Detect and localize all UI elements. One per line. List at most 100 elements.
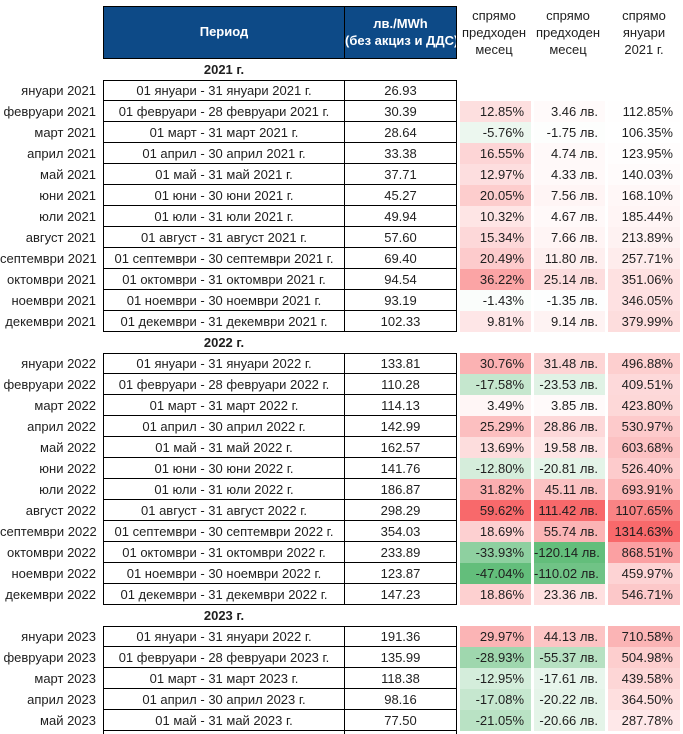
pct-vs-jan2021-cell[interactable]: 526.40% — [605, 458, 683, 479]
pct-vs-jan2021-cell[interactable]: 409.51% — [605, 374, 683, 395]
row-label-cell[interactable]: януари 2021 — [21, 83, 96, 98]
pct-vs-jan2021-cell[interactable]: 123.95% — [605, 143, 683, 164]
row-label-cell[interactable]: септември 2021 — [0, 251, 97, 266]
lv-vs-prev-month-cell[interactable]: -55.37 лв. — [531, 647, 605, 668]
row-label-cell[interactable]: юли 2022 — [39, 482, 96, 497]
period-cell[interactable]: 01 май - 31 май 2022 г. — [103, 437, 345, 458]
header-vs-prev-month-pct-cell[interactable]: спрямо предходен месец — [457, 6, 531, 59]
row-label-cell[interactable]: септември 2022 — [0, 524, 97, 539]
price-value-cell[interactable]: 49.94 — [345, 206, 457, 227]
row-label-cell[interactable]: януари 2023 — [21, 629, 96, 644]
period-cell[interactable]: 01 август - 31 август 2022 г. — [103, 500, 345, 521]
pct-vs-prev-month-cell[interactable]: -33.93% — [457, 542, 531, 563]
lv-vs-prev-month-cell[interactable]: -1.35 лв. — [531, 290, 605, 311]
row-label-cell[interactable]: януари 2022 — [21, 356, 96, 371]
row-label-cell[interactable]: април 2023 — [27, 692, 96, 707]
pct-vs-jan2021-cell[interactable]: 185.44% — [605, 206, 683, 227]
pct-vs-jan2021-cell[interactable]: 603.68% — [605, 437, 683, 458]
lv-vs-prev-month-cell[interactable]: 19.58 лв. — [531, 437, 605, 458]
pct-vs-jan2021-cell[interactable]: 379.99% — [605, 311, 683, 332]
price-value-cell[interactable]: 28.64 — [345, 122, 457, 143]
pct-vs-jan2021-cell[interactable]: 106.35% — [605, 122, 683, 143]
pct-vs-prev-month-cell[interactable]: 10.32% — [457, 206, 531, 227]
period-cell[interactable]: 01 декември - 31 декември 2021 г. — [103, 311, 345, 332]
pct-vs-prev-month-cell[interactable]: 29.97% — [457, 626, 531, 647]
period-cell[interactable]: 01 декември - 31 декември 2022 г. — [103, 584, 345, 605]
header-period-cell[interactable]: Период — [103, 6, 345, 59]
pct-vs-prev-month-cell[interactable]: -5.76% — [457, 122, 531, 143]
period-cell[interactable]: 01 юли - 31 юли 2021 г. — [103, 206, 345, 227]
period-cell[interactable]: 01 май - 31 май 2023 г. — [103, 710, 345, 731]
price-value-cell[interactable]: 118.38 — [345, 668, 457, 689]
period-cell[interactable]: 01 август - 31 август 2021 г. — [103, 227, 345, 248]
lv-vs-prev-month-cell[interactable]: 9.14 лв. — [531, 311, 605, 332]
year-label[interactable]: 2023 г. — [203, 608, 245, 623]
pct-vs-prev-month-cell[interactable]: 59.62% — [457, 500, 531, 521]
lv-vs-prev-month-cell[interactable]: 55.74 лв. — [531, 521, 605, 542]
price-value-cell[interactable]: 45.27 — [345, 185, 457, 206]
pct-vs-jan2021-cell[interactable]: 693.91% — [605, 479, 683, 500]
pct-vs-prev-month-cell[interactable]: 25.29% — [457, 416, 531, 437]
lv-vs-prev-month-cell[interactable]: 3.85 лв. — [531, 395, 605, 416]
row-label-cell[interactable]: ноември 2021 — [11, 293, 96, 308]
price-value-cell[interactable]: 37.71 — [345, 164, 457, 185]
pct-vs-prev-month-cell[interactable]: -17.58% — [457, 374, 531, 395]
period-cell[interactable]: 01 февруари - 28 февруари 2023 г. — [103, 647, 345, 668]
pct-vs-jan2021-cell[interactable]: 423.80% — [605, 395, 683, 416]
lv-vs-prev-month-cell[interactable]: -110.02 лв. — [531, 563, 605, 584]
row-label-cell[interactable]: ноември 2022 — [11, 566, 96, 581]
pct-vs-prev-month-cell[interactable]: 12.97% — [457, 164, 531, 185]
pct-vs-prev-month-cell[interactable]: 31.82% — [457, 479, 531, 500]
pct-vs-prev-month-cell[interactable]: 9.81% — [457, 311, 531, 332]
period-cell[interactable]: 01 ноември - 30 ноември 2022 г. — [103, 563, 345, 584]
pct-vs-jan2021-cell[interactable]: 868.51% — [605, 542, 683, 563]
price-value-cell[interactable]: 57.60 — [345, 227, 457, 248]
lv-vs-prev-month-cell[interactable]: -120.14 лв. — [531, 542, 605, 563]
period-cell[interactable]: 01 май - 31 май 2021 г. — [103, 164, 345, 185]
period-cell[interactable]: 01 януари - 31 януари 2022 г. — [103, 353, 345, 374]
price-value-cell[interactable]: 191.36 — [345, 626, 457, 647]
row-label-cell[interactable]: май 2021 — [40, 167, 96, 182]
row-label-cell[interactable]: юни 2021 — [39, 188, 96, 203]
lv-vs-prev-month-cell[interactable]: -20.22 лв. — [531, 689, 605, 710]
pct-vs-prev-month-cell[interactable]: 12.85% — [457, 101, 531, 122]
row-label-cell[interactable]: февруари 2022 — [3, 377, 96, 392]
pct-vs-prev-month-cell[interactable]: -12.95% — [457, 668, 531, 689]
price-value-cell[interactable]: 114.13 — [345, 395, 457, 416]
pct-vs-jan2021-cell[interactable]: 439.58% — [605, 668, 683, 689]
price-value-cell[interactable]: 30.39 — [345, 101, 457, 122]
row-label-cell[interactable]: декември 2021 — [5, 314, 96, 329]
lv-vs-prev-month-cell[interactable]: -17.61 лв. — [531, 668, 605, 689]
price-value-cell[interactable]: 102.33 — [345, 311, 457, 332]
pct-vs-prev-month-cell[interactable]: 3.49% — [457, 395, 531, 416]
lv-vs-prev-month-cell[interactable]: 28.86 лв. — [531, 416, 605, 437]
period-cell[interactable]: 01 октомври - 31 октомври 2022 г. — [103, 542, 345, 563]
row-label-cell[interactable]: октомври 2022 — [7, 545, 96, 560]
pct-vs-jan2021-cell[interactable]: 1314.63% — [605, 521, 683, 542]
row-label-cell[interactable]: юли 2021 — [39, 209, 96, 224]
lv-vs-prev-month-cell[interactable]: 4.67 лв. — [531, 206, 605, 227]
pct-vs-jan2021-cell[interactable]: 710.58% — [605, 626, 683, 647]
row-label-cell[interactable]: юни 2022 — [39, 461, 96, 476]
lv-vs-prev-month-cell[interactable]: -23.53 лв. — [531, 374, 605, 395]
pct-vs-jan2021-cell[interactable]: 168.10% — [605, 185, 683, 206]
pct-vs-prev-month-cell[interactable]: 18.69% — [457, 521, 531, 542]
pct-vs-jan2021-cell[interactable]: 1107.65% — [605, 500, 683, 521]
price-value-cell[interactable]: 354.03 — [345, 521, 457, 542]
period-cell[interactable] — [103, 731, 345, 734]
period-cell[interactable]: 01 септември - 30 септември 2022 г. — [103, 521, 345, 542]
row-label-cell[interactable]: октомври 2021 — [7, 272, 96, 287]
pct-vs-prev-month-cell[interactable]: -47.04% — [457, 563, 531, 584]
pct-vs-prev-month-cell[interactable] — [457, 80, 531, 101]
period-cell[interactable]: 01 ноември - 30 ноември 2021 г. — [103, 290, 345, 311]
row-label-cell[interactable]: август 2022 — [25, 503, 96, 518]
pct-vs-jan2021-cell[interactable]: 496.88% — [605, 353, 683, 374]
pct-vs-prev-month-cell[interactable]: 13.69% — [457, 437, 531, 458]
lv-vs-prev-month-cell[interactable]: 25.14 лв. — [531, 269, 605, 290]
period-cell[interactable]: 01 април - 30 април 2022 г. — [103, 416, 345, 437]
price-value-cell[interactable]: 135.99 — [345, 647, 457, 668]
lv-vs-prev-month-cell[interactable]: 7.66 лв. — [531, 227, 605, 248]
pct-vs-jan2021-cell[interactable]: 257.71% — [605, 248, 683, 269]
price-value-cell[interactable]: 142.99 — [345, 416, 457, 437]
period-cell[interactable]: 01 юни - 30 юни 2022 г. — [103, 458, 345, 479]
